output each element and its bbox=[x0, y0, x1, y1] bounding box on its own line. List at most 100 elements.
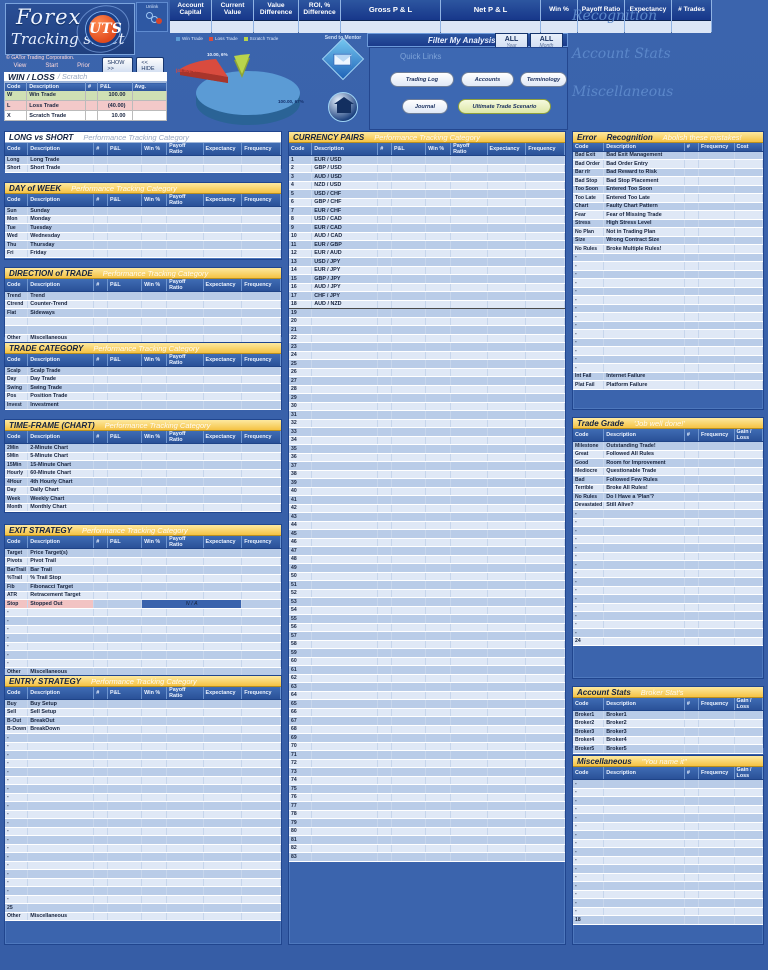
table-cell[interactable] bbox=[603, 321, 685, 330]
table-cell[interactable] bbox=[698, 210, 735, 220]
table-cell[interactable]: Fear of Missing Trade bbox=[603, 210, 685, 220]
table-cell[interactable] bbox=[377, 793, 392, 802]
table-cell[interactable]: Followed All Rules bbox=[603, 450, 685, 459]
table-cell[interactable]: - bbox=[573, 329, 605, 339]
table-cell[interactable] bbox=[141, 366, 168, 376]
table-cell[interactable] bbox=[603, 813, 685, 823]
table-cell[interactable] bbox=[27, 776, 95, 785]
table-cell[interactable] bbox=[487, 342, 527, 352]
table-cell[interactable]: Terrible bbox=[573, 484, 605, 493]
table-cell[interactable] bbox=[203, 325, 243, 335]
table-cell[interactable] bbox=[107, 452, 143, 461]
table-cell[interactable] bbox=[93, 325, 108, 335]
table-cell[interactable] bbox=[27, 742, 95, 751]
table-cell[interactable] bbox=[166, 776, 204, 785]
table-cell[interactable] bbox=[425, 682, 452, 692]
table-cell[interactable] bbox=[525, 648, 565, 658]
table-cell[interactable]: Good bbox=[573, 458, 605, 468]
table-cell[interactable] bbox=[487, 521, 527, 530]
table-cell[interactable] bbox=[166, 650, 204, 660]
table-cell[interactable] bbox=[425, 385, 452, 394]
table-cell[interactable] bbox=[698, 788, 735, 797]
table-cell[interactable] bbox=[203, 477, 243, 487]
table-cell[interactable]: 5Min bbox=[5, 452, 29, 461]
table-cell[interactable] bbox=[107, 392, 143, 401]
table-cell[interactable] bbox=[93, 206, 108, 216]
table-cell[interactable] bbox=[166, 469, 204, 478]
table-cell[interactable] bbox=[166, 155, 204, 165]
table-cell[interactable] bbox=[450, 546, 488, 556]
table-cell[interactable] bbox=[141, 452, 168, 461]
table-cell[interactable] bbox=[166, 716, 204, 726]
table-cell[interactable] bbox=[107, 325, 143, 335]
table-cell[interactable] bbox=[487, 266, 527, 275]
table-cell[interactable] bbox=[27, 325, 95, 335]
table-cell[interactable]: 54 bbox=[289, 606, 313, 615]
table-cell[interactable]: Not in Trading Plan bbox=[603, 227, 685, 237]
table-cell[interactable] bbox=[525, 716, 565, 726]
table-cell[interactable]: 57 bbox=[289, 631, 313, 641]
table-cell[interactable] bbox=[391, 801, 427, 811]
table-cell[interactable] bbox=[141, 886, 168, 896]
table-cell[interactable]: Pivots bbox=[5, 557, 29, 566]
table-cell[interactable] bbox=[241, 291, 281, 301]
table-cell[interactable] bbox=[684, 830, 700, 840]
table-cell[interactable] bbox=[93, 895, 108, 904]
table-cell[interactable] bbox=[425, 793, 452, 802]
table-cell[interactable] bbox=[241, 494, 281, 504]
table-cell[interactable] bbox=[525, 155, 565, 165]
table-cell[interactable]: Day bbox=[5, 375, 29, 384]
table-cell[interactable] bbox=[525, 682, 565, 692]
table-cell[interactable] bbox=[525, 733, 565, 743]
table-cell[interactable] bbox=[311, 725, 379, 734]
table-cell[interactable]: - bbox=[5, 608, 29, 617]
table-cell[interactable] bbox=[93, 400, 108, 410]
table-cell[interactable] bbox=[525, 563, 565, 573]
table-cell[interactable] bbox=[93, 557, 108, 566]
table-cell[interactable] bbox=[27, 759, 95, 768]
table-cell[interactable] bbox=[203, 574, 243, 583]
table-cell[interactable] bbox=[27, 650, 95, 660]
metric-value[interactable] bbox=[212, 21, 253, 33]
table-cell[interactable] bbox=[525, 308, 565, 318]
table-cell[interactable] bbox=[141, 878, 168, 887]
table-cell[interactable] bbox=[450, 351, 488, 360]
table-cell[interactable] bbox=[684, 881, 700, 891]
table-cell[interactable]: Bad Stop bbox=[573, 176, 605, 186]
table-cell[interactable]: - bbox=[5, 852, 29, 862]
table-cell[interactable] bbox=[311, 385, 379, 394]
table-cell[interactable] bbox=[734, 873, 764, 882]
table-cell[interactable] bbox=[311, 589, 379, 598]
table-cell[interactable] bbox=[525, 478, 565, 488]
table-cell[interactable] bbox=[684, 710, 700, 720]
table-cell[interactable] bbox=[93, 827, 108, 836]
table-cell[interactable] bbox=[525, 725, 565, 734]
table-cell[interactable] bbox=[311, 793, 379, 802]
table-cell[interactable] bbox=[487, 750, 527, 760]
table-cell[interactable] bbox=[487, 708, 527, 717]
table-cell[interactable] bbox=[450, 640, 488, 649]
table-cell[interactable] bbox=[425, 215, 452, 224]
table-cell[interactable] bbox=[487, 198, 527, 207]
table-cell[interactable] bbox=[377, 325, 392, 335]
table-cell[interactable] bbox=[525, 266, 565, 275]
table-cell[interactable] bbox=[166, 452, 204, 461]
table-cell[interactable] bbox=[141, 835, 168, 845]
table-cell[interactable] bbox=[166, 912, 204, 921]
table-cell[interactable] bbox=[734, 535, 764, 544]
table-cell[interactable] bbox=[450, 538, 488, 547]
table-cell[interactable]: EUR / CHF bbox=[311, 206, 379, 216]
table-cell[interactable] bbox=[487, 487, 527, 496]
table-cell[interactable] bbox=[141, 383, 168, 393]
table-cell[interactable] bbox=[425, 198, 452, 207]
table-cell[interactable] bbox=[425, 164, 452, 173]
table-cell[interactable] bbox=[391, 682, 427, 692]
table-cell[interactable] bbox=[684, 151, 700, 160]
table-cell[interactable] bbox=[525, 164, 565, 173]
table-cell[interactable] bbox=[734, 244, 764, 254]
table-cell[interactable] bbox=[311, 614, 379, 624]
table-cell[interactable] bbox=[377, 538, 392, 547]
table-cell[interactable] bbox=[377, 767, 392, 777]
table-cell[interactable] bbox=[241, 625, 281, 634]
table-cell[interactable] bbox=[525, 359, 565, 369]
